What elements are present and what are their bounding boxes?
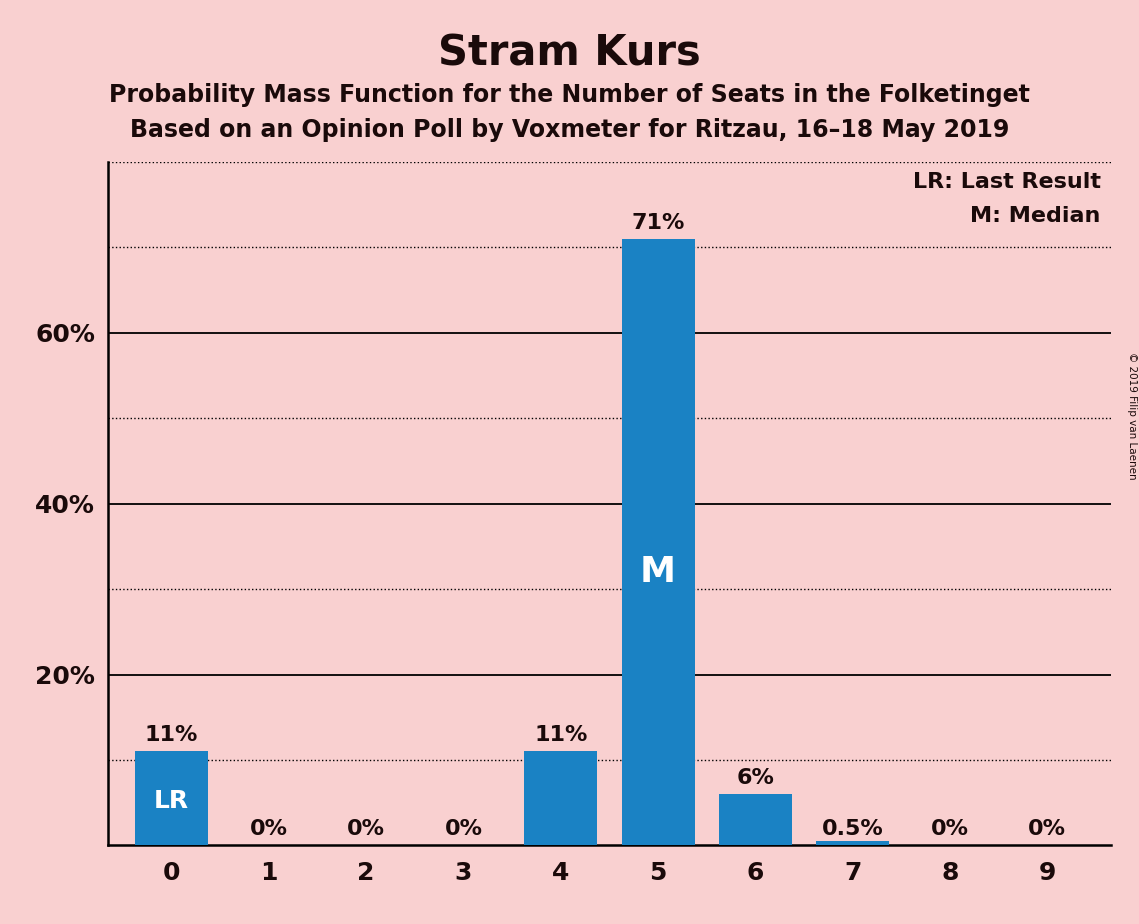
- Text: 0%: 0%: [931, 820, 969, 840]
- Bar: [622, 238, 695, 845]
- Text: 0%: 0%: [444, 820, 483, 840]
- Text: 11%: 11%: [534, 725, 588, 746]
- Text: Based on an Opinion Poll by Voxmeter for Ritzau, 16–18 May 2019: Based on an Opinion Poll by Voxmeter for…: [130, 118, 1009, 142]
- Bar: [719, 795, 792, 845]
- Text: © 2019 Filip van Laenen: © 2019 Filip van Laenen: [1126, 352, 1137, 480]
- Text: 0%: 0%: [249, 820, 288, 840]
- Text: 11%: 11%: [145, 725, 198, 746]
- Text: 0.5%: 0.5%: [821, 820, 884, 840]
- Bar: [817, 841, 890, 845]
- Text: Probability Mass Function for the Number of Seats in the Folketinget: Probability Mass Function for the Number…: [109, 83, 1030, 107]
- Text: M: M: [640, 555, 677, 590]
- Bar: [134, 751, 208, 845]
- Text: 6%: 6%: [737, 768, 775, 788]
- Bar: [524, 751, 597, 845]
- Text: M: Median: M: Median: [970, 206, 1100, 226]
- Text: 71%: 71%: [631, 213, 685, 233]
- Text: 0%: 0%: [1029, 820, 1066, 840]
- Text: 0%: 0%: [347, 820, 385, 840]
- Text: LR: Last Result: LR: Last Result: [912, 172, 1100, 192]
- Text: Stram Kurs: Stram Kurs: [439, 32, 700, 74]
- Text: LR: LR: [154, 788, 189, 812]
